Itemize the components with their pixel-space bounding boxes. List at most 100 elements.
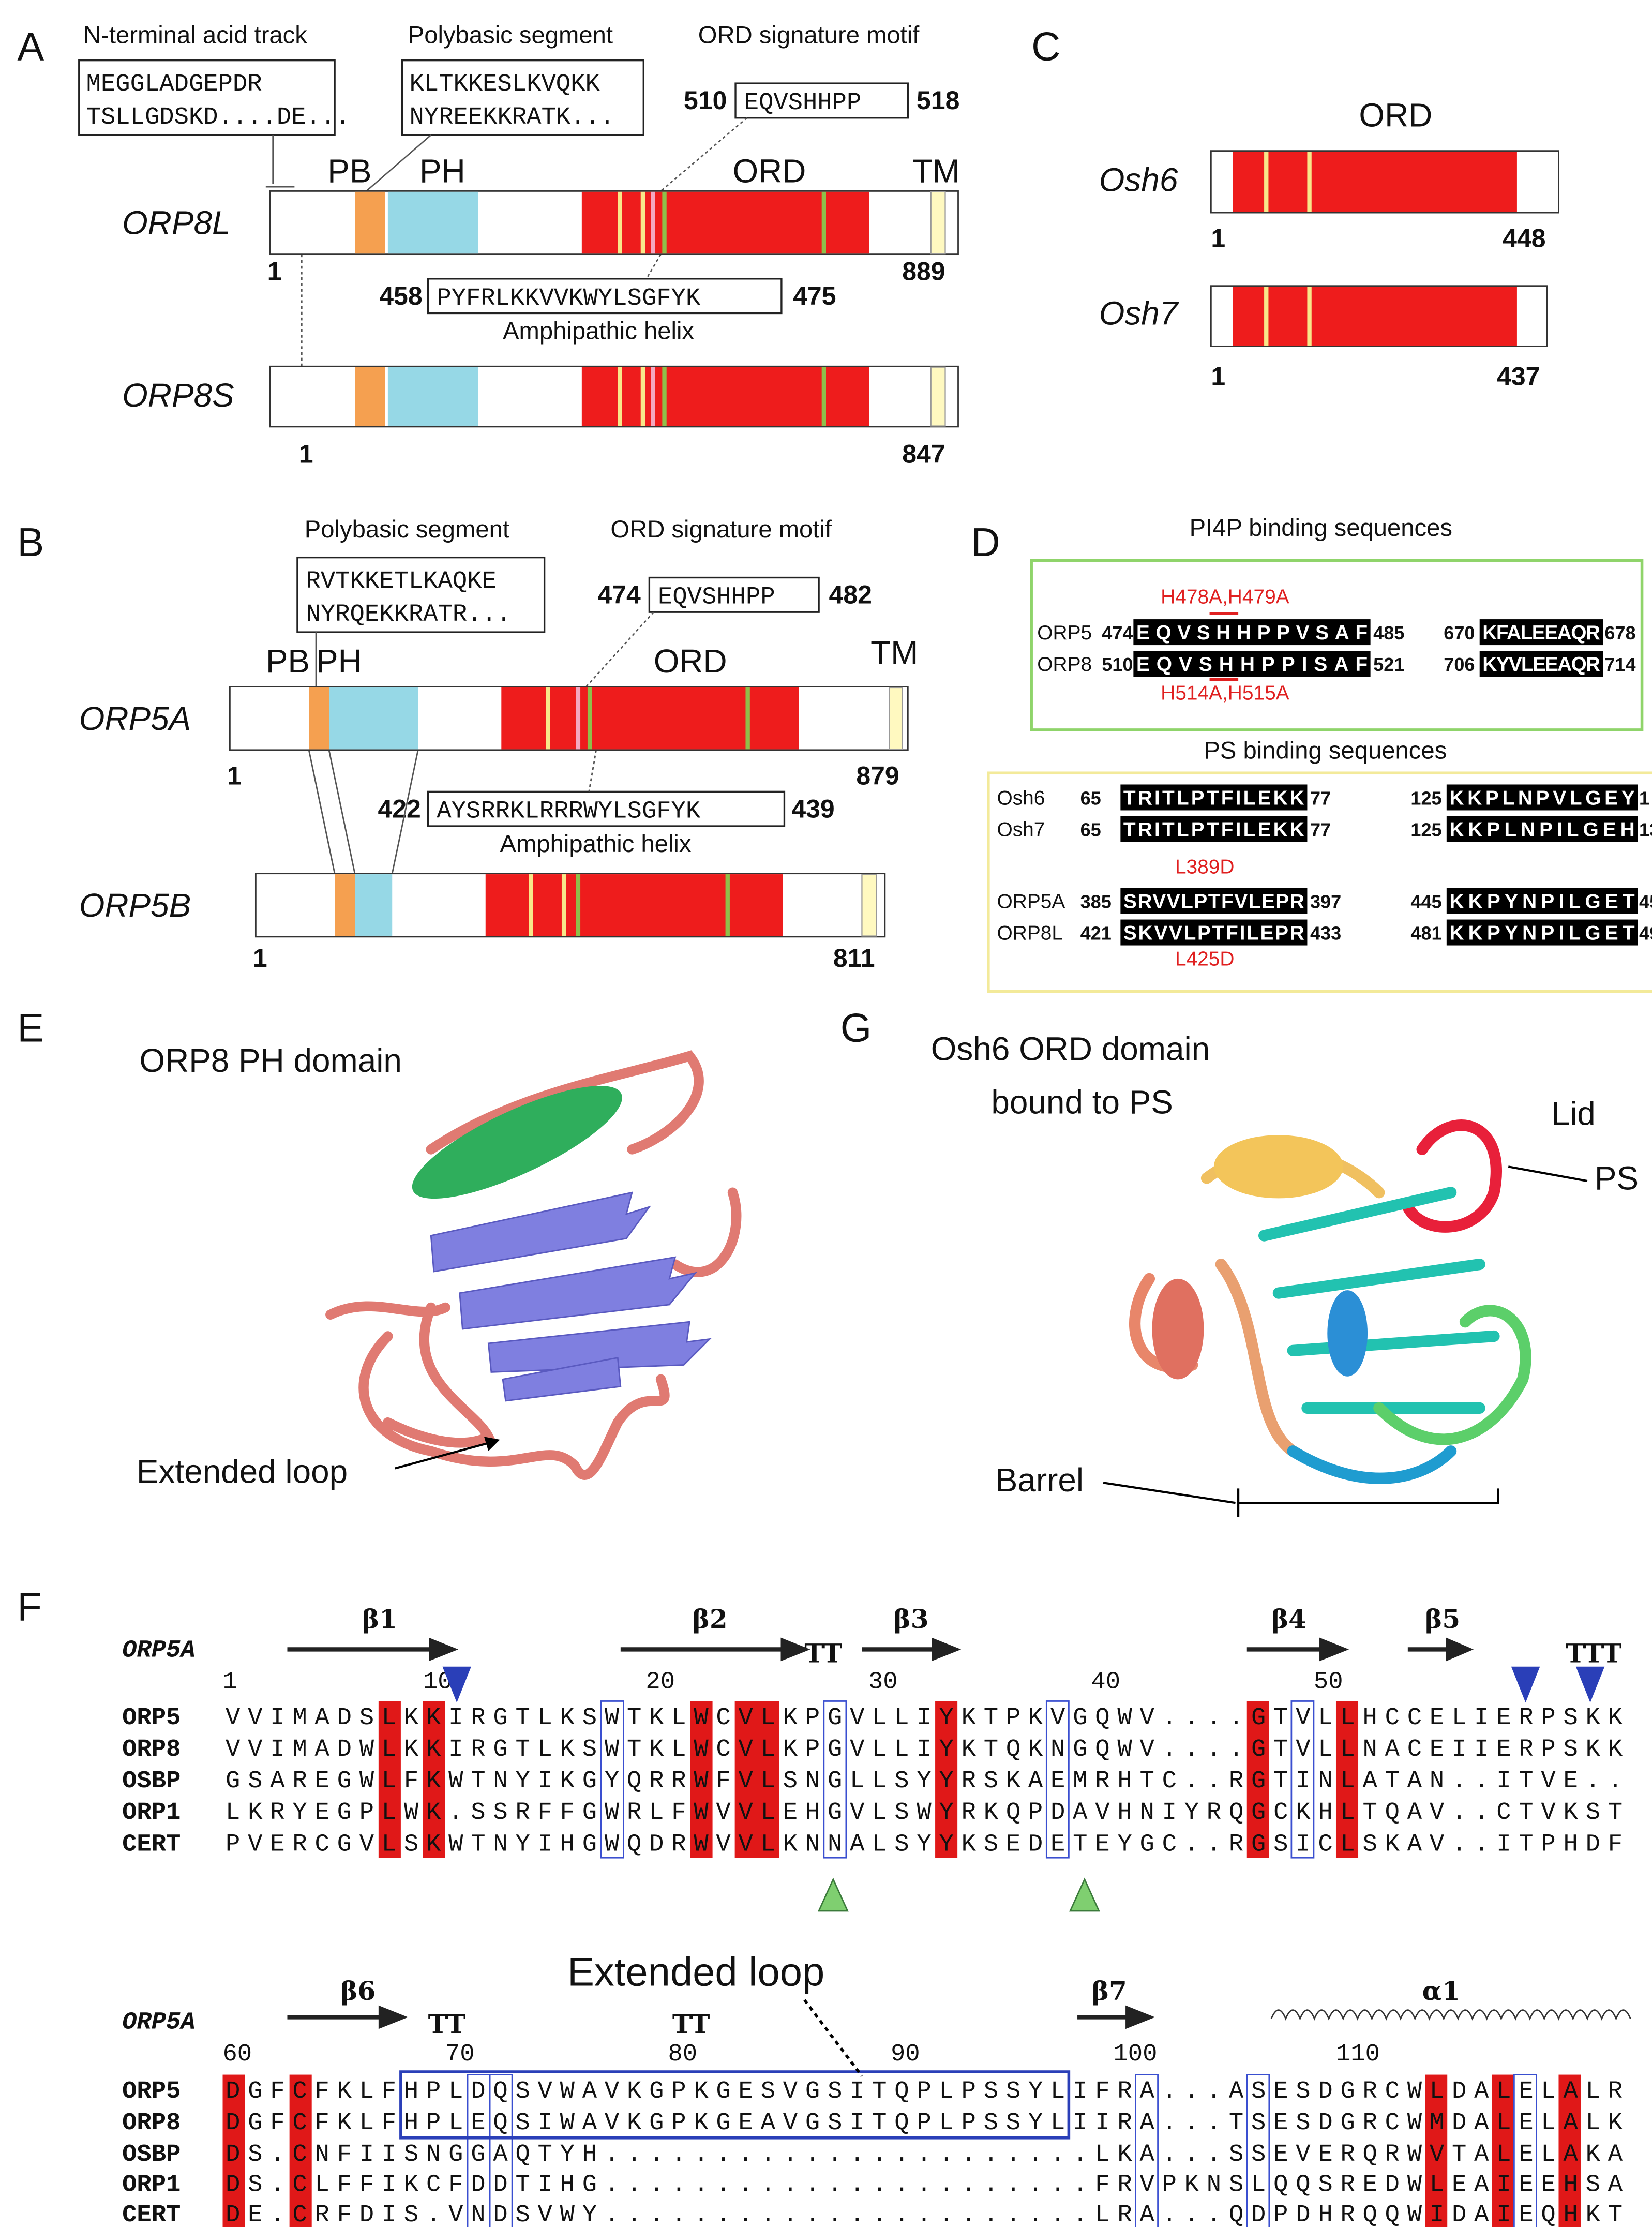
domain-bar bbox=[269, 365, 959, 428]
residue-number: 437 bbox=[1497, 362, 1540, 391]
highlight bbox=[1479, 619, 1603, 646]
connector-lines bbox=[308, 611, 654, 874]
annotation: Barrel bbox=[996, 1461, 1084, 1499]
residue-number: 879 bbox=[856, 761, 899, 790]
similar-column bbox=[1045, 1700, 1070, 1859]
highlight bbox=[1120, 919, 1308, 946]
residue-number: 1 bbox=[1211, 362, 1225, 391]
secondary-label: β7 bbox=[1092, 1976, 1127, 2006]
domain-segment bbox=[651, 191, 655, 254]
alignment: ORP5A β1 β2 TT β3 β4 β5 TTT 1 10 20 30 40 50 ORP5 VVIMA… bbox=[122, 1604, 1623, 2227]
domain-segment bbox=[662, 367, 667, 426]
domain-segment bbox=[546, 687, 550, 750]
panel-b: B Polybasic segment RVTKKETLKAQKE NYRQEK… bbox=[17, 516, 918, 973]
annotation-title: N-terminal acid track bbox=[83, 21, 307, 49]
annotation: Amphipathic helix bbox=[500, 830, 692, 858]
domain-segment bbox=[581, 367, 869, 426]
conserved-column bbox=[289, 2074, 312, 2227]
residue-number: 77 bbox=[1310, 819, 1331, 840]
conserved-column bbox=[935, 1701, 958, 1858]
domain-segment bbox=[335, 874, 355, 936]
structure-title: Osh6 ORD domain bbox=[931, 1030, 1210, 1068]
similar-column bbox=[1290, 1700, 1315, 1859]
panel-a: A N-terminal acid track MEGGLADGEPDR TSL… bbox=[17, 21, 960, 468]
residue-number: 1 bbox=[1639, 787, 1649, 809]
sequence: KKPYNPILGET bbox=[1449, 922, 1635, 944]
sequence-box bbox=[734, 82, 909, 119]
residue-number: 1 bbox=[222, 1668, 237, 1696]
aligned-sequence: LKRYEGPLWK.SSRFFGWRLFWVVLEHGVLSWYRKQPDAV… bbox=[226, 1799, 1623, 1827]
residue-number: 485 bbox=[1373, 622, 1404, 644]
domain-label: PH bbox=[316, 642, 362, 680]
helix-symbol bbox=[1270, 2009, 1631, 2021]
mutation-label: L389D bbox=[1175, 856, 1235, 878]
residue-number: 80 bbox=[668, 2041, 697, 2068]
panel-c: C ORD Osh6 1 448 Osh7 1 437 bbox=[1031, 25, 1545, 391]
sequence-box bbox=[427, 790, 786, 827]
ribbon-helix bbox=[1213, 1135, 1343, 1199]
highlight bbox=[1133, 619, 1371, 646]
panel-d: D PI4P binding sequences PS binding sequ… bbox=[971, 514, 1652, 993]
sequence: KKPLNPVLGEY bbox=[1449, 787, 1634, 809]
conserved-column bbox=[423, 1701, 445, 1858]
residue-number: 445 bbox=[1410, 891, 1441, 912]
domain-segment bbox=[1264, 152, 1269, 212]
conserved-column bbox=[378, 1701, 401, 1858]
residue-number: 125 bbox=[1410, 787, 1441, 809]
domain-segment bbox=[1233, 152, 1517, 212]
sequence: TRITLPTFILEKK bbox=[1123, 787, 1304, 809]
residue-number: 50 bbox=[1314, 1668, 1343, 1696]
highlight bbox=[1446, 888, 1638, 914]
residue-number: 100 bbox=[1113, 2041, 1157, 2068]
domain-segment bbox=[1233, 287, 1517, 346]
arrow bbox=[1508, 1165, 1588, 1183]
residue-number: 13 bbox=[1639, 819, 1652, 840]
row-name: ORP5A bbox=[997, 890, 1065, 913]
row-name: ORP5 bbox=[1037, 622, 1092, 644]
residue-number: 30 bbox=[868, 1668, 898, 1696]
sequence-box bbox=[296, 556, 546, 633]
aligned-sequence: DGFCFKLFHPLDQSVWAVKGPKGESVGSITQPLPSSYLIF… bbox=[226, 2078, 1623, 2105]
extended-loop-box bbox=[399, 2070, 1071, 2140]
residue-number: 65 bbox=[1080, 819, 1101, 840]
residue-number: 510 bbox=[684, 86, 727, 115]
residue-number: 90 bbox=[891, 2041, 920, 2068]
secondary-label: β3 bbox=[894, 1604, 929, 1634]
domain-segment bbox=[355, 191, 385, 254]
row-name: ORP5 bbox=[122, 1705, 181, 1732]
secondary-label: β6 bbox=[340, 1976, 376, 2006]
residue-number: 422 bbox=[378, 794, 420, 823]
domain-label: ORD bbox=[1359, 96, 1432, 133]
residue-number: 110 bbox=[1336, 2041, 1380, 2068]
box-title: PS binding sequences bbox=[1204, 737, 1447, 764]
conserved-column bbox=[222, 2074, 245, 2227]
residue-number: 45 bbox=[1639, 891, 1652, 912]
annotation: Amphipathic helix bbox=[503, 317, 694, 345]
sequence: MEGGLADGEPDR bbox=[86, 71, 262, 98]
green-triangles bbox=[817, 1877, 1100, 1912]
residue-number: 1 bbox=[299, 439, 313, 468]
ribbon-helix bbox=[1152, 1278, 1204, 1380]
row-name: ORP8L bbox=[997, 922, 1063, 944]
secondary-label: β2 bbox=[693, 1604, 728, 1634]
similar-column bbox=[1246, 2074, 1270, 2227]
domain-segment bbox=[329, 687, 418, 750]
row-name: Osh6 bbox=[997, 787, 1045, 809]
panel-g: G Osh6 ORD domain bound to PS Lid PS Bar… bbox=[840, 1006, 1639, 1517]
domain-segment bbox=[576, 874, 581, 936]
residue-number: 40 bbox=[1091, 1668, 1120, 1696]
row-name: CERT bbox=[122, 2202, 181, 2227]
similar-column bbox=[600, 1700, 624, 1859]
panel-f: F ORP5A β1 β2 TT β3 β4 β5 TTT 1 10 20 30 40 50 ORP5 VVI… bbox=[17, 1585, 1631, 2227]
sequence-box bbox=[427, 278, 783, 315]
sequence: KKPYNPILGET bbox=[1449, 890, 1635, 913]
panel-label: B bbox=[17, 520, 44, 565]
sequence: KYVLEEAQR bbox=[1482, 653, 1600, 676]
row-name: OSBP bbox=[122, 1768, 181, 1795]
domain-segment bbox=[662, 191, 667, 254]
box-title: PI4P binding sequences bbox=[1190, 514, 1452, 542]
sequence-box bbox=[401, 59, 644, 136]
domain-segment bbox=[618, 367, 622, 426]
